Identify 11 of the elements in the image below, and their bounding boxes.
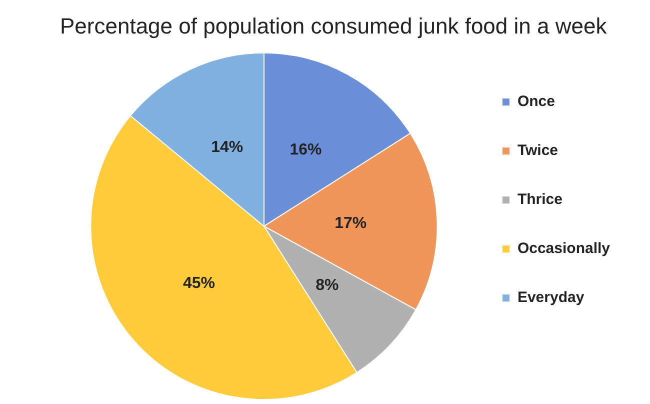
legend-label: Once [517,93,555,110]
legend-label: Twice [517,142,558,160]
legend-label: Everyday [517,289,585,306]
data-label: 8% [316,276,339,294]
data-label: 16% [290,142,322,159]
data-label: 45% [182,274,215,292]
data-label: 14% [211,139,244,156]
legend-label: Occasionally [517,240,611,258]
chart-title: Percentage of population consumed junk food in a week [60,13,608,38]
data-label: 17% [334,214,367,232]
legend-label: Thrice [517,191,562,208]
